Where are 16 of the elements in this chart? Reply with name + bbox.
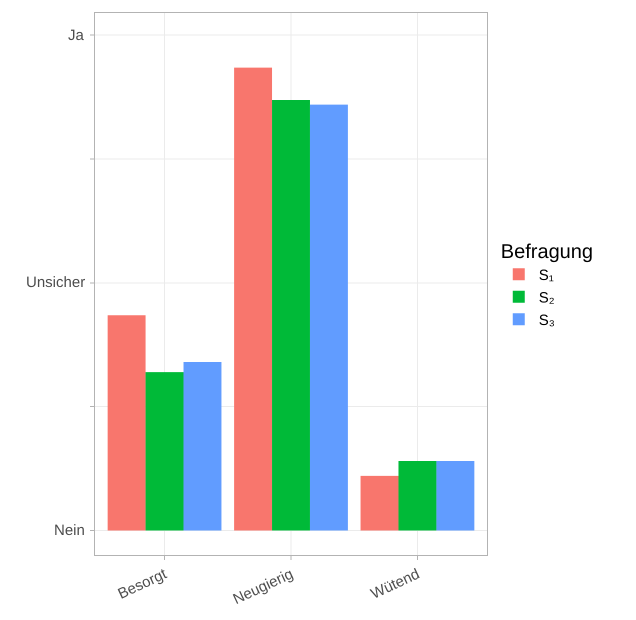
bar xyxy=(310,104,348,530)
bar xyxy=(108,315,146,530)
bar xyxy=(360,476,398,530)
bar xyxy=(398,461,436,530)
bar xyxy=(184,362,222,530)
legend-title: Befragung xyxy=(500,241,594,263)
text: Nein xyxy=(54,522,85,539)
legend-label: S₁ xyxy=(538,267,554,284)
bar xyxy=(234,68,272,530)
legend-label: S₃ xyxy=(538,312,555,330)
bar xyxy=(272,100,310,530)
bar xyxy=(436,461,474,530)
legend-label: S₂ xyxy=(538,290,555,307)
text: Unsicher xyxy=(26,274,86,291)
bar xyxy=(146,372,184,530)
text: Ja xyxy=(68,27,84,44)
